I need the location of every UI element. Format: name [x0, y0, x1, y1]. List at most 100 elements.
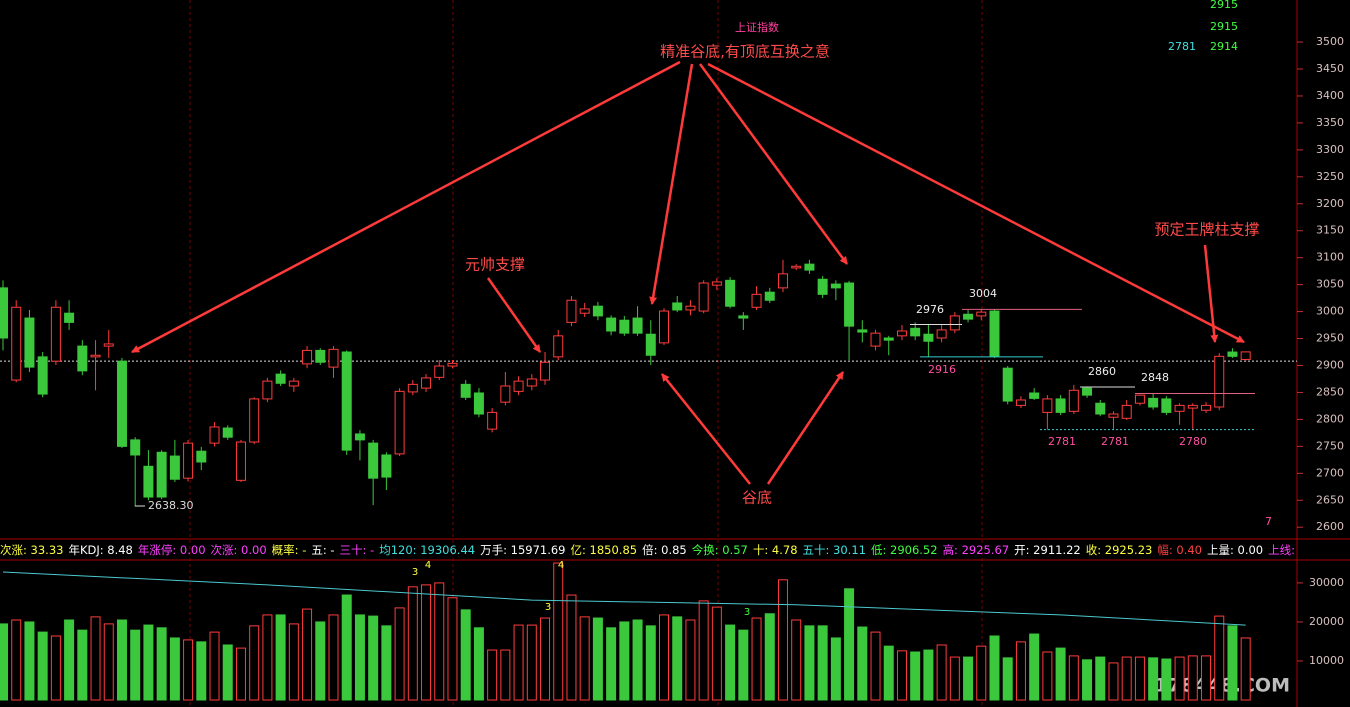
- candle-body: [1148, 397, 1159, 408]
- candle-body: [976, 311, 987, 317]
- indicator: 年KDJ: 8.48: [68, 543, 133, 557]
- y-tick-label: 3000: [1316, 305, 1344, 318]
- candle-body: [381, 454, 392, 478]
- volume-bar: [421, 584, 432, 701]
- volume-bar: [24, 621, 35, 701]
- candle-body: [672, 302, 683, 311]
- candle-body: [0, 287, 8, 339]
- volume-bar: [844, 588, 855, 701]
- volume-bar: [473, 627, 484, 701]
- candle-body: [262, 380, 273, 400]
- volume-bar: [1068, 655, 1079, 701]
- volume-bar: [1095, 656, 1106, 701]
- candle-body: [1029, 392, 1040, 399]
- volume-bar: [341, 594, 352, 701]
- candle-body: [566, 299, 577, 323]
- candle-body: [116, 360, 127, 447]
- volume-bar: [487, 649, 498, 701]
- volume-bar: [0, 623, 8, 701]
- y-tick-label: 2700: [1316, 466, 1344, 479]
- candle-body: [24, 317, 35, 368]
- candle-body: [751, 293, 762, 308]
- volume-bar: [1015, 641, 1026, 701]
- volume-bar: [698, 600, 709, 701]
- y-tick-label: 2800: [1316, 412, 1344, 425]
- candle-body: [857, 329, 868, 333]
- volume-bar: [738, 629, 749, 701]
- level-label: 2781: [1101, 435, 1129, 448]
- y-tick-label: 2900: [1316, 358, 1344, 371]
- candle-body: [540, 361, 551, 381]
- volume-bar: [923, 649, 934, 701]
- volume-ma-line: [2, 571, 1246, 626]
- candle-body: [1240, 351, 1251, 360]
- level-label: 2848: [1141, 371, 1169, 384]
- y-tick-label: 2950: [1316, 332, 1344, 345]
- volume-bar: [315, 621, 326, 701]
- indicator: 收: 2925.23: [1085, 543, 1153, 557]
- candle-body: [711, 281, 722, 286]
- candle-body: [11, 306, 22, 381]
- y-tick-label: 3150: [1316, 224, 1344, 237]
- volume-bar: [1227, 625, 1238, 701]
- candle-body: [460, 383, 471, 398]
- volume-bar: [645, 625, 656, 701]
- candle-body: [169, 455, 180, 480]
- indicator: 十: 4.78: [752, 543, 798, 557]
- candle-body: [394, 390, 405, 455]
- indicator: 开: 2911.22: [1014, 543, 1081, 557]
- volume-bar: [103, 623, 114, 701]
- y-tick-label: 2750: [1316, 439, 1344, 452]
- y-tick-label: 2650: [1316, 493, 1344, 506]
- y-tick-label: 3100: [1316, 251, 1344, 264]
- volume-bar: [1201, 655, 1212, 701]
- candle-body: [844, 282, 855, 327]
- candle-body: [235, 441, 246, 481]
- annotation-arrows: [131, 60, 1245, 485]
- volume-bar: [963, 656, 974, 701]
- candle-body: [817, 278, 828, 295]
- volume-bar: [460, 609, 471, 701]
- volume-bar: [381, 625, 392, 701]
- candle-body: [619, 319, 630, 334]
- candle-body: [1095, 402, 1106, 415]
- volume-bar: [328, 614, 339, 701]
- candle-body: [777, 273, 788, 289]
- volume-bar: [1121, 656, 1132, 701]
- volume-bar: [659, 614, 669, 701]
- y-tick-label: 30000: [1309, 576, 1344, 589]
- candle-body: [606, 317, 617, 332]
- candle-body: [487, 411, 498, 430]
- y-tick-label: 3250: [1316, 170, 1344, 183]
- volume-bar: [222, 644, 233, 701]
- volume-bar: [1082, 659, 1093, 701]
- volume-bar: [579, 616, 590, 701]
- annotation: 谷底: [742, 489, 772, 507]
- candle-body: [222, 427, 233, 438]
- candle-body: [434, 365, 445, 378]
- candle-body: [1174, 404, 1185, 412]
- volume-bar: [606, 627, 617, 701]
- candle-body: [1002, 367, 1013, 402]
- volume-bar: [1029, 633, 1040, 701]
- volume-bar: [169, 637, 180, 701]
- candle-body: [1108, 413, 1119, 418]
- candle-body: [37, 356, 48, 395]
- volume-bar: [830, 637, 841, 701]
- volume-bar: [50, 635, 61, 701]
- candle-body: [1214, 355, 1225, 408]
- side-value: 2915: [1210, 0, 1238, 11]
- side-value: 2781: [1168, 40, 1196, 53]
- y-tick-label: 3450: [1316, 62, 1344, 75]
- level-label: 2916: [928, 363, 956, 376]
- volume-note: 3: [744, 607, 750, 618]
- volume-bar: [817, 625, 828, 701]
- candle-body: [249, 398, 260, 443]
- indicator: 五十: 30.11: [802, 543, 866, 557]
- candle-body: [64, 312, 75, 323]
- candle-body: [500, 385, 511, 403]
- level-label: 2860: [1088, 365, 1116, 378]
- volume-bar: [275, 614, 286, 701]
- candle-body: [473, 392, 484, 415]
- volume-bar: [711, 606, 722, 701]
